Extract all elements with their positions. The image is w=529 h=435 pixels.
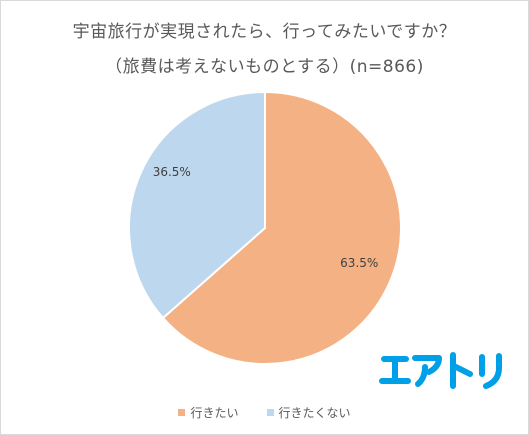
legend-label-not-want: 行きたくない: [278, 406, 351, 420]
legend-item-not-want: 行きたくない: [266, 404, 351, 421]
pie-slice-want: [161, 90, 402, 365]
pie-slices: [128, 90, 402, 365]
legend-label-want: 行きたい: [190, 406, 239, 420]
pie-data-labels: 63.5% 36.5%: [153, 165, 379, 270]
data-label-not-want: 36.5%: [153, 165, 191, 179]
airtrip-logo: [379, 352, 502, 389]
chart-legend: 行きたい 行きたくない: [0, 404, 529, 421]
chart-title: 宇宙旅行が実現されたら、行ってみたいですか？: [72, 22, 457, 42]
legend-swatch-not-want: [266, 409, 274, 416]
pie-slice-not-want: [128, 90, 266, 320]
legend-swatch-want: [178, 409, 186, 416]
data-label-want: 63.5%: [340, 256, 378, 270]
legend-item-want: 行きたい: [178, 404, 239, 421]
chart-subtitle: （旅費は考えないものとする）(n=866): [105, 57, 424, 77]
